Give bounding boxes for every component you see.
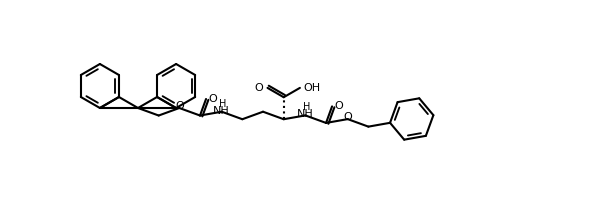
Text: OH: OH (303, 83, 320, 93)
Text: O: O (334, 101, 343, 111)
Text: O: O (175, 101, 184, 111)
Text: O: O (255, 83, 263, 93)
Text: H: H (219, 99, 226, 109)
Text: NH: NH (213, 106, 230, 116)
Text: NH: NH (297, 109, 314, 119)
Text: O: O (344, 112, 352, 122)
Text: H: H (303, 102, 310, 112)
Text: O: O (208, 94, 217, 104)
